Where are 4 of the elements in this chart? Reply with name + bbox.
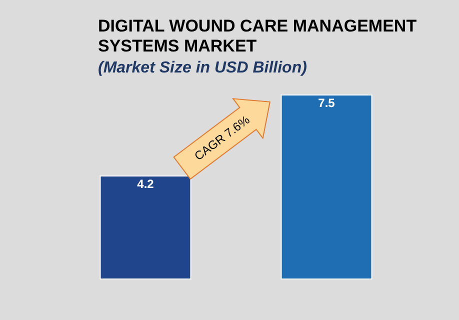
data-label: 4.2 [137,176,154,191]
data-label: 7.5 [318,96,336,110]
chart-subtitle: (Market Size in USD Billion) [98,60,307,76]
chart-title: DIGITAL WOUND CARE MANAGEMENT SYSTEMS MARKET [98,16,418,56]
